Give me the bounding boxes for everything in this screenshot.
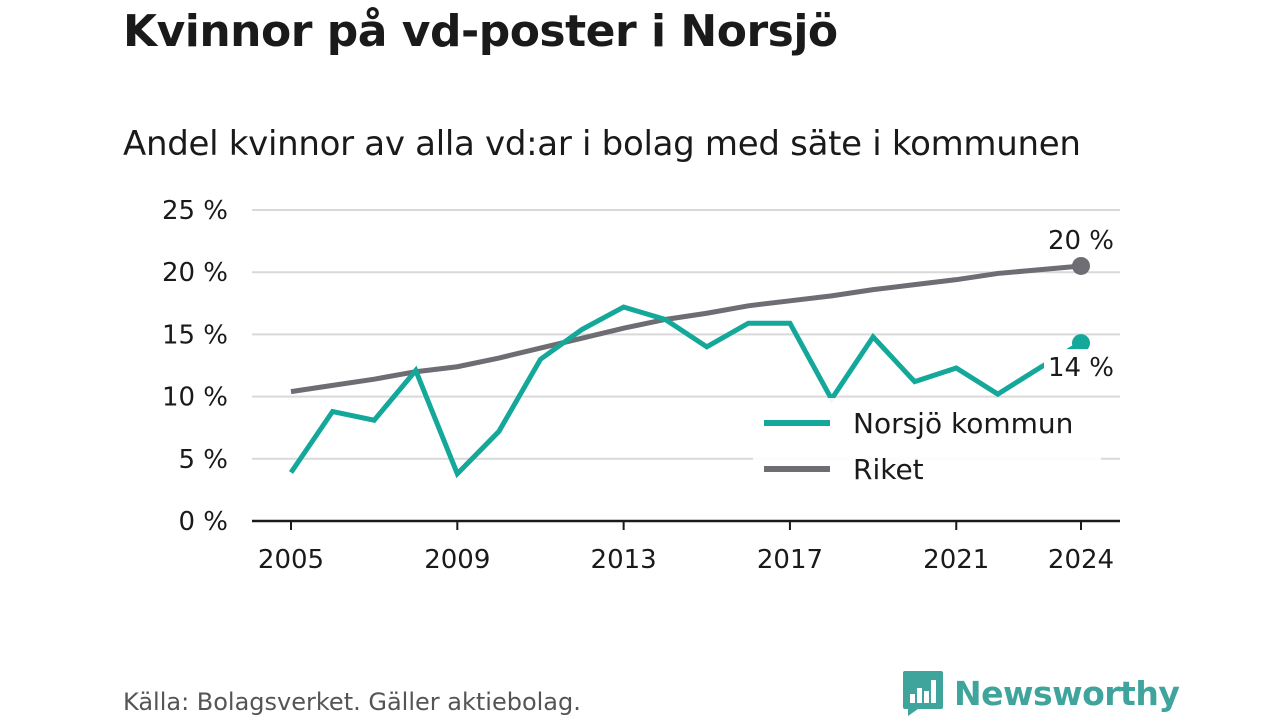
x-tick-label: 2017 [757, 545, 823, 575]
x-tick-label: 2005 [258, 545, 324, 575]
norsjo-end-label-bg [1044, 349, 1116, 380]
brand-name: Newsworthy [954, 673, 1180, 713]
riket-line [290, 263, 1082, 395]
y-tick-label: 15 % [162, 320, 228, 350]
end-labels: 20 % 14 % [1044, 226, 1116, 383]
chart-subtitle: Andel kvinnor av alla vd:ar i bolag med … [123, 124, 1081, 164]
y-tick-label: 5 % [178, 445, 228, 475]
x-tick-label: 2013 [591, 545, 657, 575]
y-tick-label: 25 % [162, 196, 228, 226]
newsworthy-logo-icon [903, 671, 943, 716]
legend-label-riket: Riket [853, 453, 924, 486]
norsjo-end-label: 14 % [1048, 353, 1114, 383]
legend: Norsjö kommun Riket [753, 398, 1101, 492]
riket-end-label: 20 % [1048, 226, 1114, 256]
riket-end-point [1072, 256, 1090, 275]
x-tick-label: 2009 [424, 545, 490, 575]
x-axis: 2005 2009 2013 2017 2021 2024 [252, 519, 1120, 575]
y-axis-tick-labels: 0 % 5 % 10 % 15 % 20 % 25 % [162, 196, 228, 537]
series-lines [288, 256, 1090, 479]
norsjo-end-point [1072, 334, 1090, 353]
y-tick-label: 20 % [162, 258, 228, 288]
legend-label-norsjo: Norsjö kommun [853, 407, 1073, 440]
x-tick-label: 2024 [1048, 545, 1114, 575]
legend-background [753, 398, 1101, 492]
y-tick-label: 10 % [162, 383, 228, 413]
source-note: Källa: Bolagsverket. Gäller aktiebolag. [123, 688, 581, 716]
norsjo-kommun-line [288, 304, 1083, 479]
x-tick-label: 2021 [923, 545, 989, 575]
chart-title: Kvinnor på vd-poster i Norsjö [123, 6, 838, 57]
brand-logo: Newsworthy [902, 670, 1180, 716]
y-tick-label: 0 % [178, 507, 228, 537]
